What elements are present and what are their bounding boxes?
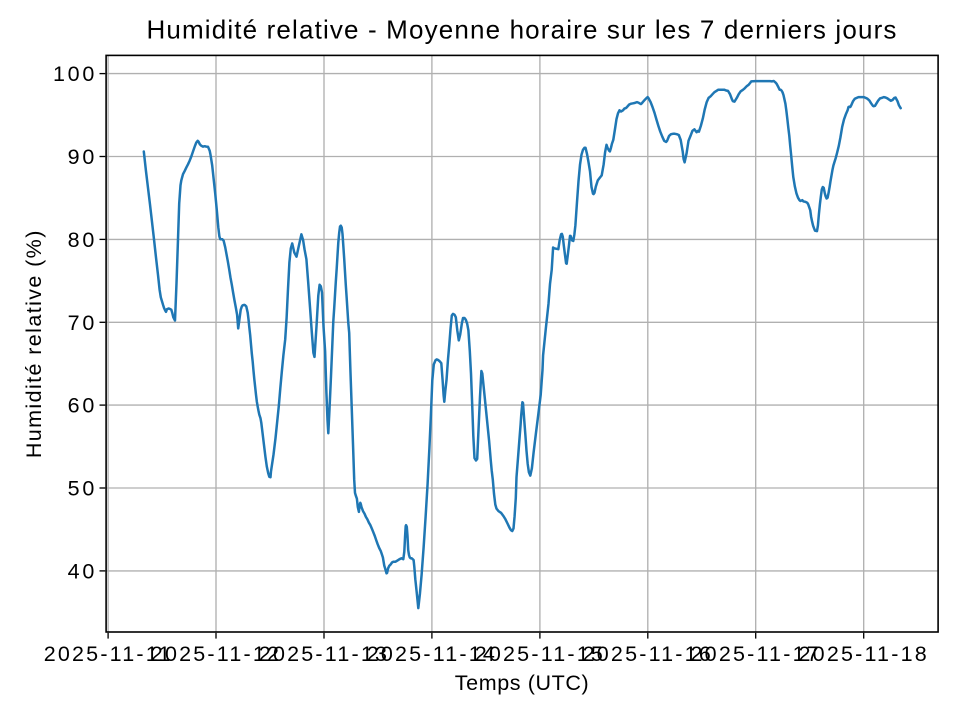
svg-text:70: 70 [68,311,97,335]
svg-text:2025-11-18: 2025-11-18 [799,642,929,666]
svg-text:2025-11-14: 2025-11-14 [367,642,497,666]
svg-text:Humidité relative (%): Humidité relative (%) [22,229,46,458]
svg-text:2025-11-15: 2025-11-15 [475,642,605,666]
svg-text:Humidité relative - Moyenne ho: Humidité relative - Moyenne horaire sur … [146,15,897,45]
svg-text:2025-11-13: 2025-11-13 [259,642,389,666]
svg-text:90: 90 [68,145,97,169]
svg-text:2025-11-11: 2025-11-11 [44,642,173,666]
svg-text:60: 60 [68,394,97,418]
svg-text:40: 40 [68,559,97,583]
svg-text:80: 80 [68,228,97,252]
svg-text:Temps (UTC): Temps (UTC) [455,671,589,695]
svg-text:2025-11-17: 2025-11-17 [691,642,821,666]
svg-text:50: 50 [68,477,97,501]
svg-text:2025-11-12: 2025-11-12 [151,642,281,666]
svg-text:100: 100 [53,62,97,86]
svg-text:2025-11-16: 2025-11-16 [583,642,713,666]
